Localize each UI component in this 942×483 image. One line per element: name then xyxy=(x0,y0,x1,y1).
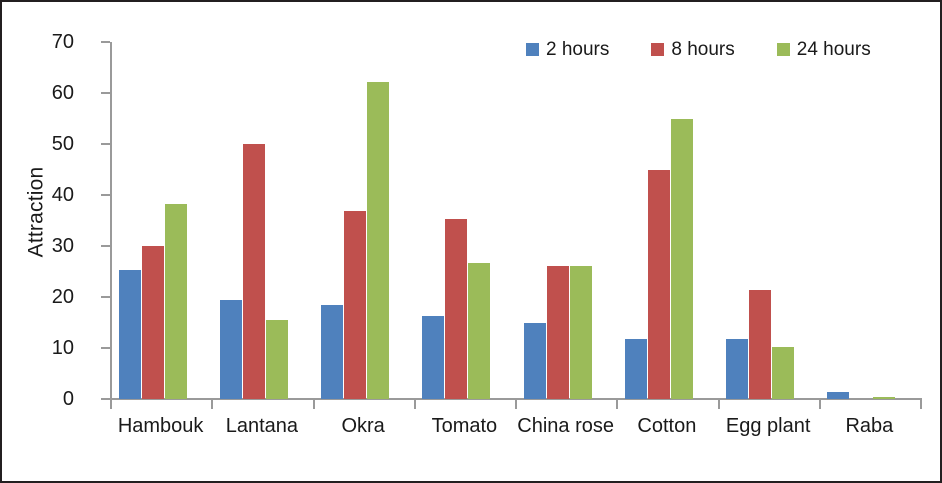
bar[interactable] xyxy=(219,300,242,399)
legend-item[interactable]: 24 hours xyxy=(776,39,871,60)
bar[interactable] xyxy=(569,266,592,399)
bar-group xyxy=(211,42,312,399)
legend-label: 8 hours xyxy=(671,39,735,60)
bar-group xyxy=(110,42,211,399)
y-tick-label: 70 xyxy=(51,31,74,53)
bar[interactable] xyxy=(445,218,468,399)
x-category-label: China rose xyxy=(517,415,614,437)
bar[interactable] xyxy=(265,319,288,399)
bar[interactable] xyxy=(749,289,772,399)
bar[interactable] xyxy=(726,339,749,399)
x-category-label: Egg plant xyxy=(725,415,811,437)
x-category-label: Raba xyxy=(845,415,894,437)
bar-group xyxy=(616,42,717,399)
bar-group xyxy=(515,42,616,399)
x-category-label: Hambouk xyxy=(117,415,204,437)
y-tick-mark xyxy=(101,398,110,400)
legend-swatch-icon xyxy=(776,43,790,56)
x-tick-mark xyxy=(110,399,112,409)
bar[interactable] xyxy=(873,396,896,399)
y-tick-label: 20 xyxy=(51,286,74,308)
bar-group xyxy=(414,42,515,399)
y-tick-label: 0 xyxy=(62,388,74,410)
x-category-label: Cotton xyxy=(637,415,697,437)
y-tick-label: 50 xyxy=(51,133,74,155)
y-tick-mark xyxy=(101,347,110,349)
legend-swatch-icon xyxy=(526,43,539,56)
bar[interactable] xyxy=(647,169,670,399)
legend-item[interactable]: 2 hours xyxy=(526,40,609,59)
y-tick-mark xyxy=(101,92,110,94)
plot-area: 0 10 20 30 40 50 60 70 xyxy=(52,32,920,409)
bar[interactable] xyxy=(164,203,187,399)
x-category-label: Lantana xyxy=(225,415,299,437)
bar-group xyxy=(819,42,920,399)
x-category-label: Tomato xyxy=(431,415,498,437)
y-tick-mark xyxy=(101,41,110,43)
bar[interactable] xyxy=(344,211,367,399)
legend-item[interactable]: 8 hours xyxy=(651,39,735,60)
legend-swatch-icon xyxy=(651,43,665,56)
bar[interactable] xyxy=(523,323,546,399)
bar[interactable] xyxy=(242,144,265,399)
bar[interactable] xyxy=(422,316,445,399)
x-tick-mark xyxy=(616,399,619,409)
chart-legend: 2 hours 8 hours 24 hours xyxy=(526,40,871,59)
y-tick-label: 10 xyxy=(51,337,74,359)
y-tick-mark xyxy=(101,296,110,298)
x-tick-mark xyxy=(413,399,416,409)
bar-group xyxy=(313,42,414,399)
y-axis-title: Attraction xyxy=(16,2,56,422)
bar[interactable] xyxy=(367,81,390,399)
bar[interactable] xyxy=(321,305,344,399)
x-tick-mark xyxy=(717,399,720,409)
bar[interactable] xyxy=(468,262,491,399)
y-tick-mark xyxy=(101,143,110,145)
bar[interactable] xyxy=(141,246,164,399)
bar[interactable] xyxy=(118,269,141,399)
legend-label: 2 hours xyxy=(546,39,610,60)
x-tick-mark xyxy=(312,399,315,409)
bar[interactable] xyxy=(670,118,693,399)
bar[interactable] xyxy=(772,346,795,399)
x-tick-mark xyxy=(211,399,214,409)
bar[interactable] xyxy=(624,339,647,399)
bar[interactable] xyxy=(827,392,850,399)
y-tick-mark xyxy=(101,194,110,196)
bar-group xyxy=(718,42,819,399)
bar[interactable] xyxy=(546,266,569,399)
x-tick-mark xyxy=(920,399,922,409)
y-tick-label: 60 xyxy=(51,82,74,104)
x-tick-mark xyxy=(515,399,517,409)
legend-label: 24 hours xyxy=(796,39,871,60)
x-tick-mark xyxy=(818,399,821,409)
x-category-label: Okra xyxy=(341,415,385,437)
y-tick-mark xyxy=(101,245,110,247)
y-tick-label: 40 xyxy=(51,184,74,206)
y-axis-line xyxy=(110,42,112,400)
y-tick-label: 30 xyxy=(51,235,74,257)
